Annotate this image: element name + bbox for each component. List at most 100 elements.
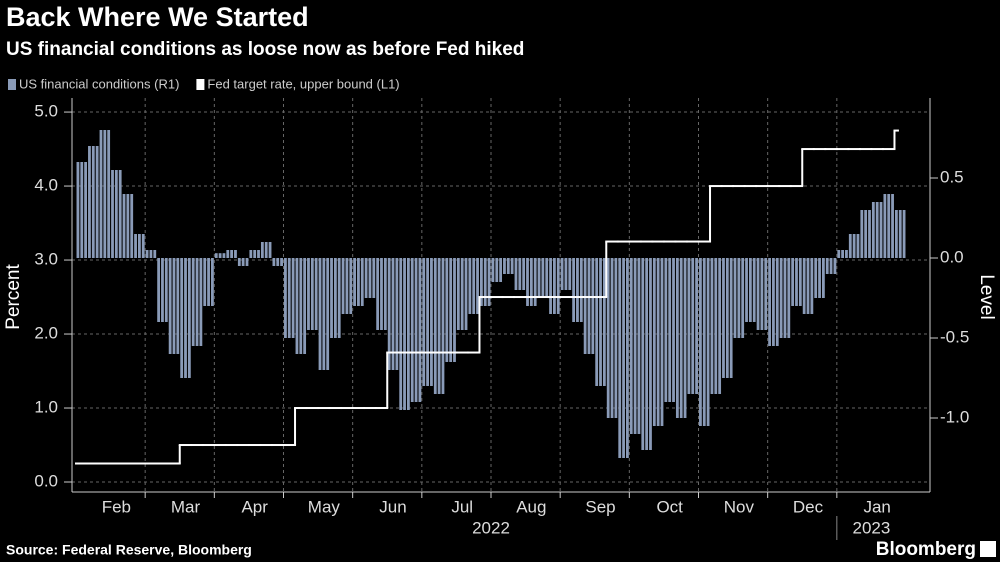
bar [468,258,472,314]
bar [172,258,176,354]
bar [245,258,249,266]
bar [695,258,698,394]
bar [211,258,214,306]
bar [88,146,91,258]
bar [618,258,622,458]
bar [214,253,218,258]
bar [610,258,614,418]
bar [299,258,303,354]
bar [518,258,522,290]
bar [629,258,633,434]
bar [218,253,222,258]
bar [729,258,733,378]
bar [418,258,422,402]
y-tick-label: 3.0 [34,250,58,269]
y2-tick-label: 0.0 [940,247,964,266]
bar [887,194,891,258]
x-tick-label: May [308,497,341,516]
bar [564,258,568,290]
bar [541,258,545,298]
bar [798,258,802,306]
bar [449,258,453,362]
bar [868,210,871,258]
bar [576,258,579,322]
bar [422,258,426,386]
bar [134,234,137,258]
bar [145,250,149,258]
bar [187,258,191,378]
bar [626,258,629,458]
bar [614,258,618,418]
bar [406,258,410,410]
bar [191,258,195,346]
bar [260,242,264,258]
legend-swatch [8,79,16,90]
bar [710,258,714,394]
y-axis-label: Percent [3,264,24,330]
bar [445,258,449,362]
bar [322,258,326,370]
bar [764,258,768,330]
bar [118,170,122,258]
bar [825,258,829,274]
bar [138,234,141,258]
bar [568,258,572,290]
y-tick-label: 1.0 [34,398,58,417]
bar [879,202,883,258]
bar [875,202,879,258]
x-tick-label: Mar [171,497,201,516]
bar [687,258,691,394]
bar [845,250,848,258]
bar [180,258,184,378]
bar [691,258,695,394]
bar [768,258,771,346]
bar [249,250,253,258]
bar [472,258,476,314]
bar [303,258,307,354]
bar [264,242,268,258]
source: Source: Federal Reserve, Bloomberg [6,542,252,558]
bar [280,258,283,266]
bar [510,258,514,274]
bar [149,250,153,258]
bar [391,258,395,370]
bar [833,258,837,274]
bar [572,258,576,322]
bar [114,170,118,258]
brand: Bloomberg [876,539,976,560]
bar [810,258,814,314]
bar [514,258,518,290]
bar [491,258,495,282]
bar [679,258,683,418]
x-tick-label: Apr [241,497,268,516]
bar [791,258,795,306]
bar [622,258,625,458]
bar [91,146,95,258]
bar [237,258,241,266]
bar [556,258,560,314]
bar [476,258,479,314]
bar [295,258,299,354]
bar [164,258,168,322]
bar [583,258,587,354]
bar [821,258,825,298]
bar [437,258,441,394]
bar [737,258,741,338]
bar [349,258,353,314]
x-tick-label: Sep [585,497,615,516]
bar [683,258,687,418]
bar [84,162,88,258]
bar [176,258,180,354]
bar [230,250,234,258]
bar [195,258,199,346]
bar [460,258,464,330]
bar [291,258,295,338]
bar [891,194,894,258]
bar [545,258,549,298]
bar [894,210,898,258]
bar [199,258,203,346]
bar [395,258,399,370]
bar [783,258,787,338]
bar [599,258,602,386]
